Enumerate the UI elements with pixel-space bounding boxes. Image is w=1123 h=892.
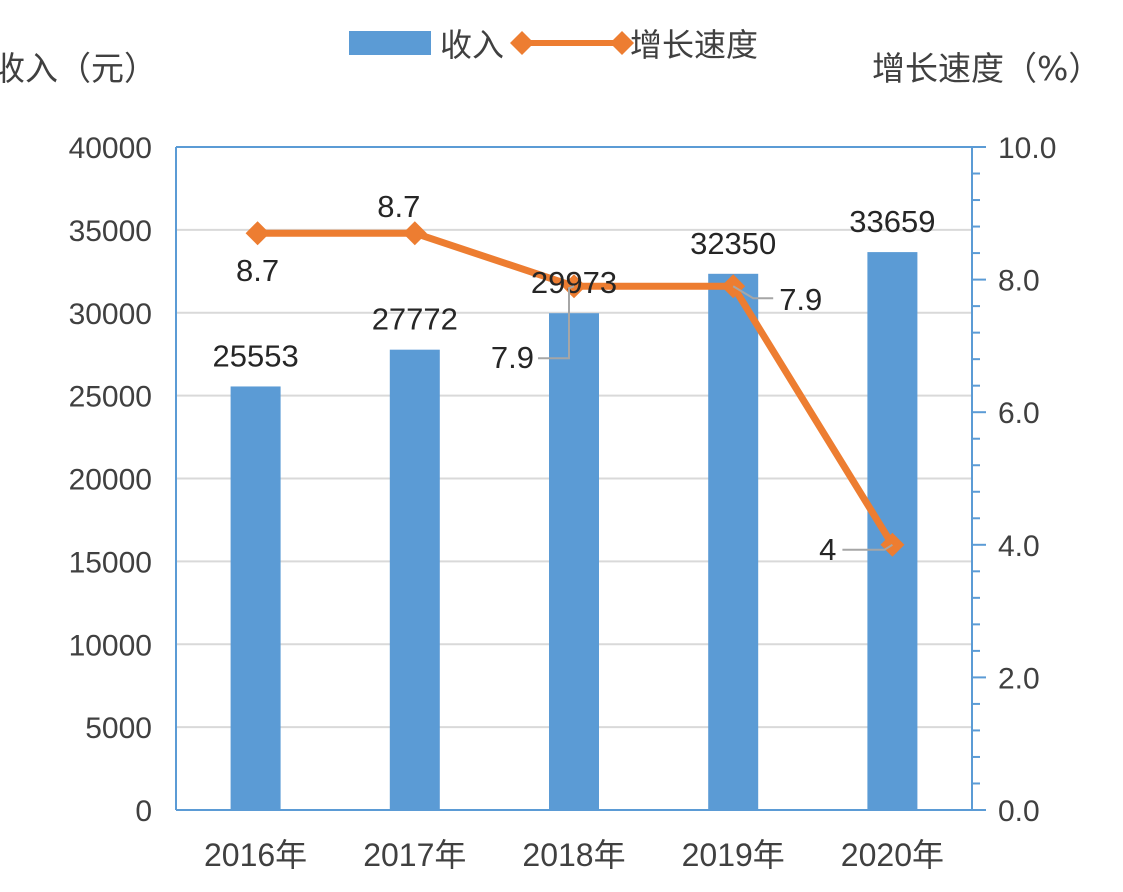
left-tick-label: 15000 <box>69 546 152 579</box>
growth-marker-1 <box>402 221 427 246</box>
left-tick-label: 10000 <box>69 629 152 662</box>
label-leader-line <box>538 285 575 360</box>
growth-label-4: 4 <box>819 532 836 567</box>
left-tick-label: 20000 <box>69 464 152 497</box>
growth-label-2: 7.9 <box>491 340 534 375</box>
right-tick-label: 8.0 <box>998 265 1040 298</box>
legend-swatch-income <box>349 31 431 55</box>
legend-label-growth: 增长速度 <box>630 26 758 64</box>
right-axis-title: 增长速度（%） <box>872 49 1101 88</box>
left-tick-label: 0 <box>135 795 152 828</box>
bar-label-4: 33659 <box>849 204 935 239</box>
plot-frame <box>175 146 973 811</box>
right-tick-label: 2.0 <box>998 662 1040 695</box>
line-data-labels: 8.7 8.7 7.9 7.9 4 <box>236 189 893 567</box>
bar-label-0: 25553 <box>212 338 298 373</box>
left-tick-label: 5000 <box>85 712 152 745</box>
right-axis: 0.0 2.0 4.0 6.0 8.0 10.0 <box>972 132 1056 828</box>
left-tick-label: 40000 <box>69 132 152 165</box>
legend-marker-growth <box>610 31 634 55</box>
bar-4 <box>867 252 918 811</box>
bar-label-2: 29973 <box>531 265 617 300</box>
legend: 收入 增长速度 <box>349 26 758 64</box>
bar-label-1: 27772 <box>372 302 458 337</box>
bar-0 <box>230 386 281 810</box>
right-tick-label: 4.0 <box>998 530 1040 563</box>
label-leader-line <box>732 285 774 300</box>
bar-2 <box>549 313 599 810</box>
left-tick-label: 25000 <box>69 381 152 414</box>
left-tick-label: 35000 <box>69 215 152 248</box>
x-tick-label: 2018年 <box>522 837 625 873</box>
x-tick-label: 2016年 <box>204 837 307 873</box>
bar-data-labels: 25553 27772 29973 32350 33659 <box>212 204 935 373</box>
growth-label-0: 8.7 <box>236 253 279 288</box>
left-axis: 0 5000 10000 15000 20000 25000 30000 35000 40000 <box>69 132 152 828</box>
right-tick-label: 6.0 <box>998 397 1040 430</box>
bar-series-income <box>230 252 918 811</box>
x-tick-label: 2019年 <box>682 837 785 873</box>
legend-marker-growth <box>510 31 534 55</box>
left-tick-label: 30000 <box>69 298 152 331</box>
x-tick-label: 2020年 <box>841 837 944 873</box>
bar-label-3: 32350 <box>690 226 776 261</box>
x-axis: 2016年 2017年 2018年 2019年 2020年 <box>204 837 944 873</box>
bar-1 <box>389 349 440 810</box>
growth-marker-0 <box>245 221 270 246</box>
growth-label-3: 7.9 <box>779 282 822 317</box>
growth-label-1: 8.7 <box>377 189 420 224</box>
bar-3 <box>708 273 759 811</box>
label-leader-line <box>842 543 893 551</box>
legend-label-income: 收入 <box>440 26 504 64</box>
right-tick-label: 10.0 <box>998 132 1056 165</box>
x-tick-label: 2017年 <box>363 837 466 873</box>
left-axis-title: 收入（元） <box>0 49 157 88</box>
right-tick-label: 0.0 <box>998 795 1040 828</box>
